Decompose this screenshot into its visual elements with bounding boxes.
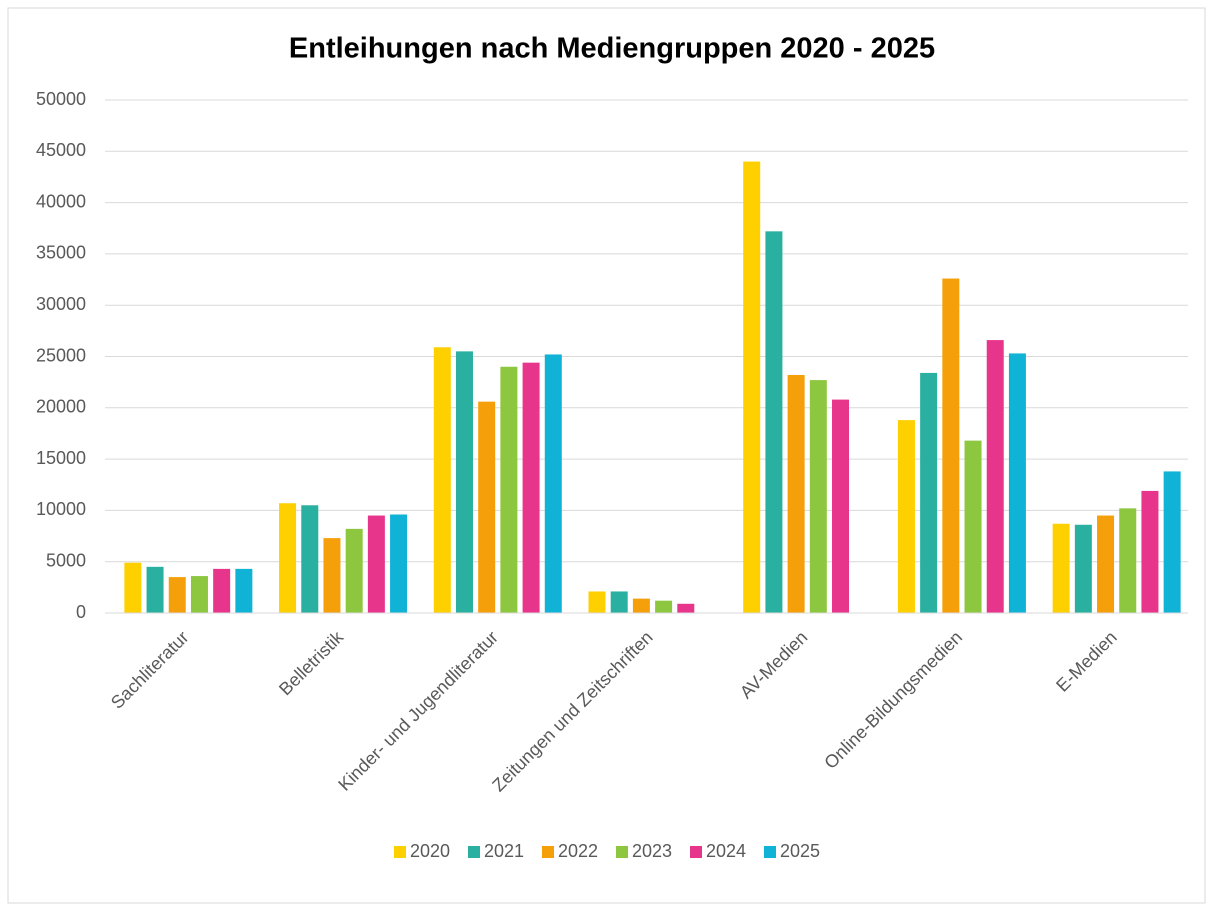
bar <box>765 231 783 613</box>
bar <box>544 354 562 613</box>
bar <box>455 351 473 613</box>
y-tick-label: 45000 <box>36 140 86 160</box>
bar <box>1097 515 1115 613</box>
bar <box>964 440 982 613</box>
y-tick-label: 20000 <box>36 397 86 417</box>
bar <box>809 380 827 613</box>
bar <box>677 603 695 613</box>
bar <box>787 374 805 613</box>
bar <box>588 591 606 613</box>
bar <box>433 347 451 613</box>
bar <box>345 528 363 613</box>
bar <box>213 568 231 613</box>
bar <box>986 340 1004 613</box>
bar <box>832 399 850 613</box>
y-tick-label: 0 <box>76 602 86 622</box>
legend-label: 2025 <box>780 841 820 861</box>
bar <box>897 420 915 613</box>
bar <box>146 566 164 613</box>
bar <box>632 598 650 613</box>
bar <box>367 515 385 613</box>
chart-frame <box>7 7 1206 904</box>
bar <box>323 538 341 613</box>
legend-label: 2023 <box>632 841 672 861</box>
y-tick-label: 30000 <box>36 294 86 314</box>
bar <box>235 568 253 613</box>
bar <box>610 591 628 613</box>
y-tick-label: 35000 <box>36 243 86 263</box>
legend-label: 2021 <box>484 841 524 861</box>
bar <box>655 600 673 613</box>
bar <box>390 514 408 613</box>
bar <box>478 401 496 613</box>
legend-swatch <box>542 846 554 858</box>
legend-swatch <box>468 846 480 858</box>
bar <box>1163 471 1181 613</box>
legend-label: 2020 <box>410 841 450 861</box>
bar <box>168 577 186 613</box>
y-tick-label: 15000 <box>36 448 86 468</box>
legend-label: 2022 <box>558 841 598 861</box>
y-tick-label: 50000 <box>36 89 86 109</box>
bar <box>743 161 761 613</box>
legend-swatch <box>616 846 628 858</box>
y-tick-label: 5000 <box>46 550 86 570</box>
bar <box>920 372 938 613</box>
legend-swatch <box>394 846 406 858</box>
bar <box>500 366 518 613</box>
legend-label: 2024 <box>706 841 746 861</box>
bar <box>522 362 540 613</box>
bar <box>1119 508 1137 613</box>
bar <box>301 505 319 613</box>
y-tick-label: 40000 <box>36 191 86 211</box>
bar <box>1074 524 1092 613</box>
bar <box>1141 490 1159 613</box>
bar <box>190 576 208 613</box>
y-tick-label: 25000 <box>36 345 86 365</box>
bar <box>1052 523 1070 613</box>
bar <box>1008 353 1026 613</box>
legend-swatch <box>764 846 776 858</box>
chart-title: Entleihungen nach Mediengruppen 2020 - 2… <box>289 33 935 65</box>
bar <box>279 503 297 613</box>
legend-swatch <box>690 846 702 858</box>
bar <box>124 562 142 613</box>
bar <box>942 278 960 613</box>
y-tick-label: 10000 <box>36 499 86 519</box>
